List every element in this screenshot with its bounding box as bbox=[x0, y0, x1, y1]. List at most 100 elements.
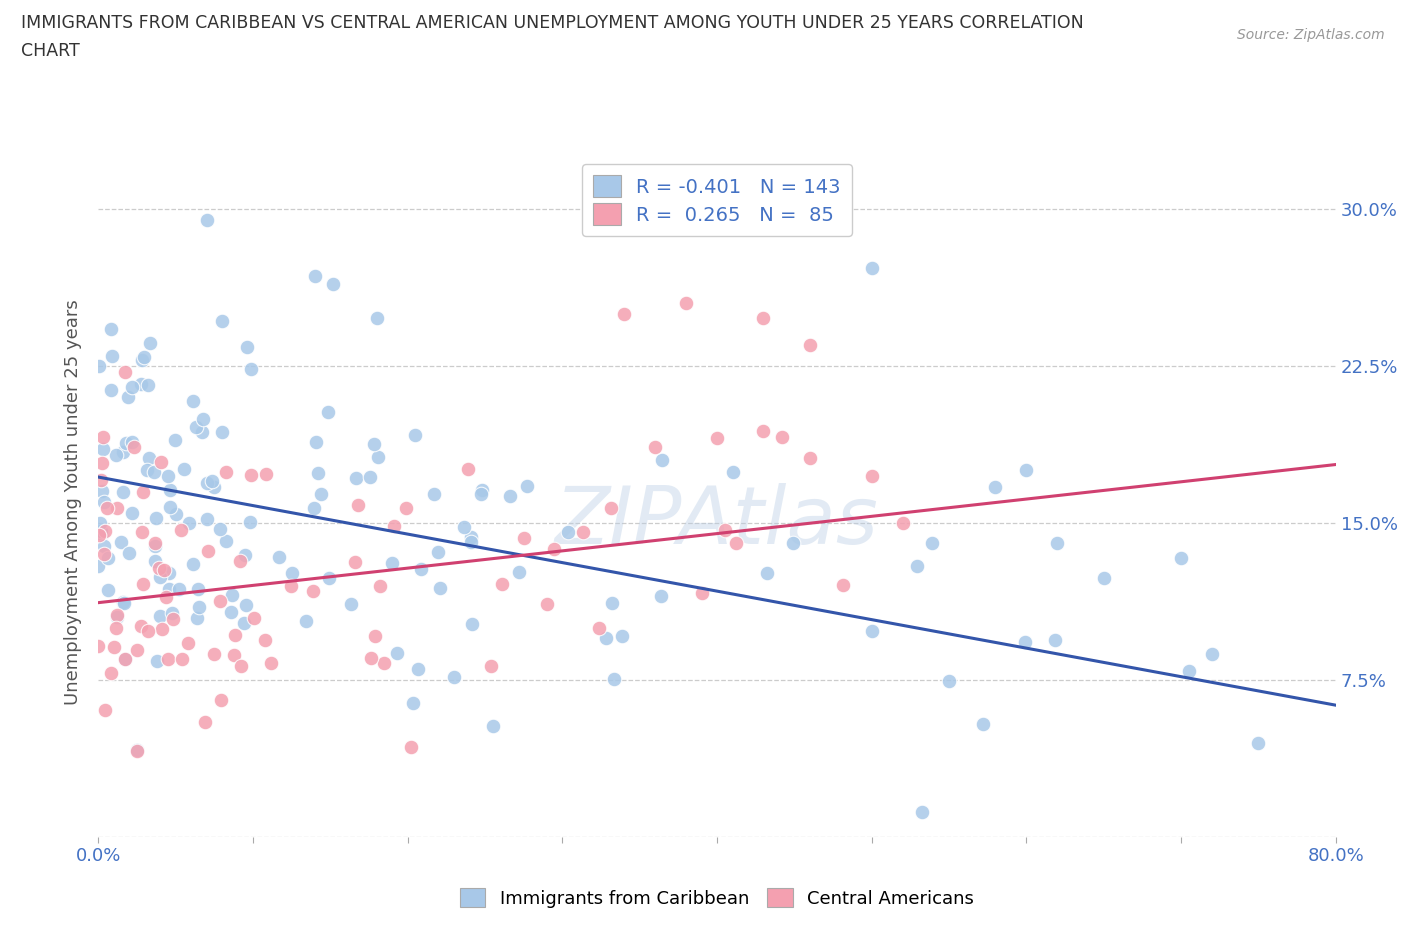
Text: IMMIGRANTS FROM CARIBBEAN VS CENTRAL AMERICAN UNEMPLOYMENT AMONG YOUTH UNDER 25 : IMMIGRANTS FROM CARIBBEAN VS CENTRAL AME… bbox=[21, 14, 1084, 32]
Point bbox=[460, 535, 482, 550]
Point bbox=[159, 483, 181, 498]
Point bbox=[453, 519, 475, 534]
Point bbox=[229, 553, 252, 568]
Point bbox=[595, 631, 617, 645]
Text: Source: ZipAtlas.com: Source: ZipAtlas.com bbox=[1237, 28, 1385, 42]
Point bbox=[150, 455, 173, 470]
Point bbox=[100, 383, 122, 398]
Point bbox=[613, 307, 636, 322]
Point bbox=[136, 462, 159, 477]
Point bbox=[100, 322, 122, 337]
Point bbox=[125, 743, 148, 758]
Point bbox=[479, 658, 502, 673]
Point bbox=[381, 555, 404, 570]
Point bbox=[114, 651, 136, 666]
Point bbox=[235, 597, 257, 612]
Point bbox=[972, 717, 994, 732]
Point bbox=[129, 618, 152, 633]
Point bbox=[513, 531, 536, 546]
Point bbox=[152, 563, 174, 578]
Point bbox=[460, 529, 482, 544]
Point bbox=[644, 439, 666, 454]
Point bbox=[460, 617, 482, 631]
Point bbox=[399, 740, 422, 755]
Point bbox=[157, 651, 180, 666]
Point bbox=[229, 658, 252, 673]
Point bbox=[404, 427, 426, 442]
Point bbox=[202, 480, 225, 495]
Point bbox=[97, 551, 120, 565]
Point bbox=[610, 629, 633, 644]
Point bbox=[242, 610, 264, 625]
Point bbox=[91, 456, 114, 471]
Point bbox=[429, 580, 451, 595]
Point bbox=[157, 565, 180, 580]
Point bbox=[105, 609, 128, 624]
Point bbox=[721, 465, 744, 480]
Point bbox=[706, 431, 728, 445]
Point bbox=[90, 524, 112, 538]
Point bbox=[346, 498, 368, 512]
Point bbox=[150, 621, 173, 636]
Point bbox=[650, 589, 672, 604]
Point bbox=[181, 556, 204, 571]
Point bbox=[1170, 551, 1192, 565]
Point bbox=[499, 488, 522, 503]
Point bbox=[89, 516, 111, 531]
Point bbox=[160, 605, 183, 620]
Point bbox=[600, 596, 623, 611]
Point bbox=[295, 614, 318, 629]
Point bbox=[143, 536, 166, 551]
Point bbox=[93, 442, 115, 457]
Point bbox=[105, 608, 128, 623]
Point bbox=[557, 525, 579, 539]
Point bbox=[799, 338, 821, 352]
Point bbox=[194, 714, 217, 729]
Point bbox=[471, 483, 494, 498]
Point bbox=[1201, 646, 1223, 661]
Point bbox=[536, 597, 558, 612]
Point bbox=[87, 558, 110, 573]
Point bbox=[132, 350, 155, 365]
Point bbox=[891, 516, 914, 531]
Point bbox=[799, 451, 821, 466]
Point bbox=[121, 506, 143, 521]
Point bbox=[186, 610, 208, 625]
Point bbox=[197, 543, 219, 558]
Point bbox=[100, 666, 122, 681]
Point bbox=[239, 361, 262, 376]
Point bbox=[208, 522, 231, 537]
Point bbox=[112, 595, 135, 610]
Point bbox=[373, 656, 395, 671]
Text: ZIPAtlas: ZIPAtlas bbox=[555, 484, 879, 562]
Point bbox=[457, 462, 479, 477]
Point bbox=[280, 578, 302, 593]
Point bbox=[860, 260, 883, 275]
Point bbox=[1247, 736, 1270, 751]
Point bbox=[254, 466, 277, 481]
Point bbox=[211, 313, 233, 328]
Point bbox=[600, 501, 623, 516]
Point bbox=[409, 562, 432, 577]
Point bbox=[97, 582, 120, 597]
Point bbox=[136, 378, 159, 392]
Point bbox=[911, 804, 934, 819]
Point bbox=[93, 547, 115, 562]
Point bbox=[938, 673, 960, 688]
Point bbox=[148, 570, 170, 585]
Point bbox=[755, 565, 778, 580]
Point bbox=[222, 647, 245, 662]
Point bbox=[603, 671, 626, 686]
Point bbox=[344, 471, 367, 485]
Point bbox=[177, 635, 200, 650]
Point bbox=[145, 538, 167, 553]
Point bbox=[364, 629, 387, 644]
Point bbox=[259, 656, 281, 671]
Point bbox=[307, 465, 329, 480]
Point bbox=[233, 615, 256, 630]
Point bbox=[254, 632, 277, 647]
Point bbox=[125, 744, 148, 759]
Point bbox=[370, 578, 392, 593]
Point bbox=[304, 269, 326, 284]
Point bbox=[90, 472, 112, 487]
